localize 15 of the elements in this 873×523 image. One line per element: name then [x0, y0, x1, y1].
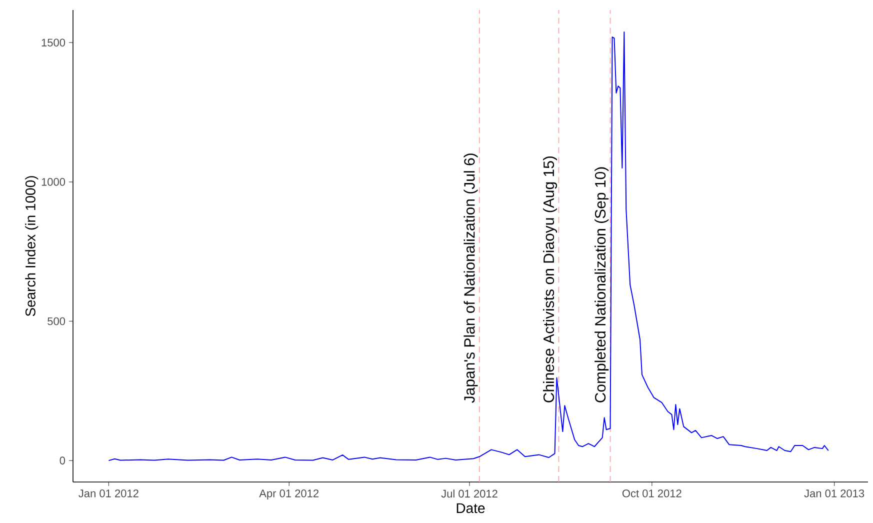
y-tick-label: 500	[48, 317, 66, 326]
x-tick-label: Jul 01 2012	[441, 490, 498, 498]
y-tick-label: 1500	[42, 38, 66, 46]
y-axis-title: Search Index (in 1000)	[25, 176, 38, 316]
line-series	[108, 32, 829, 462]
x-tick-label: Jan 01 2013	[804, 490, 864, 498]
ref-line-label: Completed Nationalization (Sep 10)	[594, 167, 609, 402]
x-axis-title: Date	[456, 503, 485, 514]
ref-line-label: Japan's Plan of Nationalization (Jul 6)	[464, 154, 478, 403]
x-tick-label: Apr 01 2012	[259, 490, 318, 500]
x-tick-label: Oct 01 2012	[622, 490, 682, 498]
ref-line-label: Chinese Activists on Diaoyu (Aug 15)	[543, 156, 558, 402]
y-tick-label: 1000	[42, 178, 66, 186]
x-tick-label: Jan 01 2012	[78, 490, 138, 498]
y-tick-label: 0	[60, 456, 66, 464]
